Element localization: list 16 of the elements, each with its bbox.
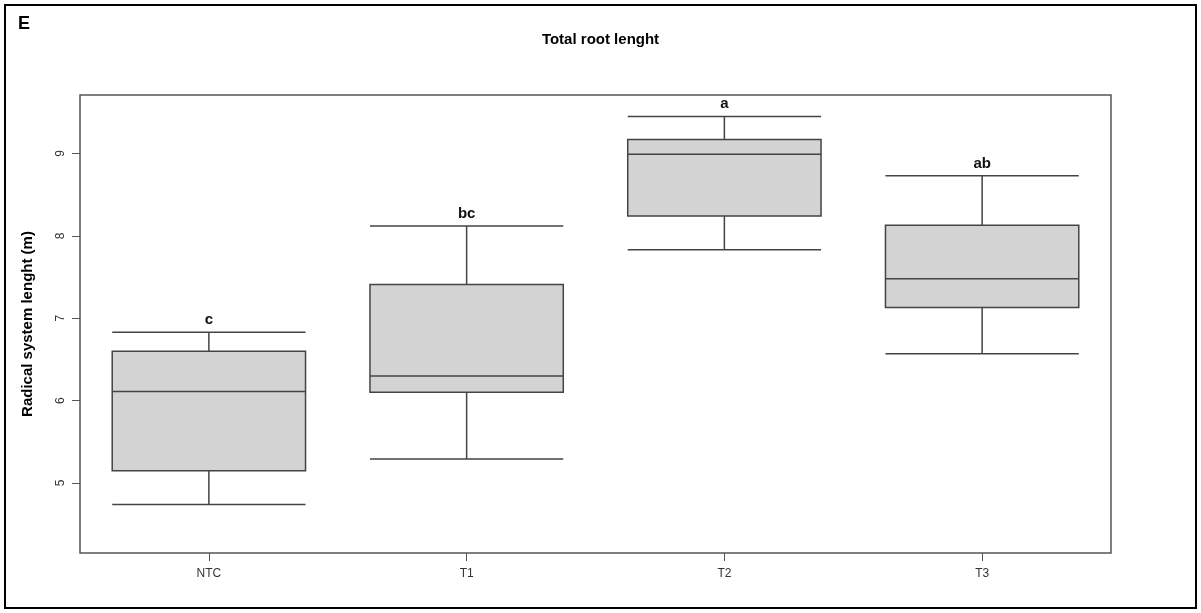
y-tick-label: 8 <box>53 232 67 240</box>
chart-title: Total root lenght <box>541 30 660 47</box>
annotation: a <box>720 94 730 112</box>
x-tick-label: NTC <box>196 566 222 580</box>
annotation: bc <box>457 203 476 221</box>
x-tick-label: T2 <box>717 566 732 580</box>
y-axis-title: Radical system lenght (m) <box>18 231 35 417</box>
annotation: c <box>204 310 214 328</box>
y-tick-label: 9 <box>53 149 67 157</box>
annotation: ab <box>973 153 991 171</box>
text: E <box>18 13 31 33</box>
x-tick-label: T3 <box>975 566 990 580</box>
y-tick-label: 6 <box>53 396 67 404</box>
y-tick-label: 5 <box>53 479 67 487</box>
x-tick-label: T1 <box>459 566 474 580</box>
y-tick-label: 7 <box>53 314 67 322</box>
